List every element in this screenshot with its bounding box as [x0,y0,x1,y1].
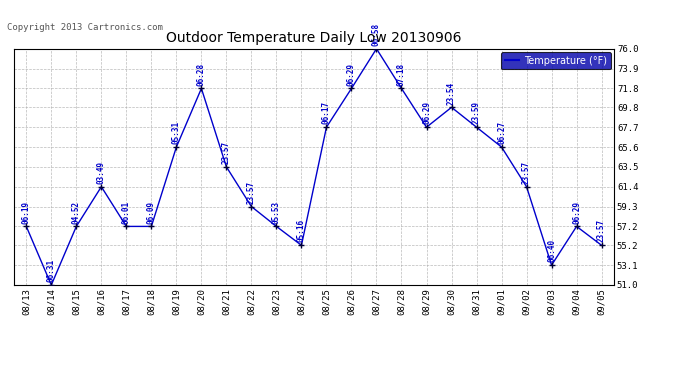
Title: Outdoor Temperature Daily Low 20130906: Outdoor Temperature Daily Low 20130906 [166,31,462,45]
Text: 23:57: 23:57 [222,141,231,164]
Text: 23:59: 23:59 [472,101,481,124]
Text: 06:31: 06:31 [47,259,56,282]
Text: 23:57: 23:57 [247,181,256,204]
Text: 06:27: 06:27 [497,121,506,144]
Text: 06:29: 06:29 [347,63,356,86]
Legend: Temperature (°F): Temperature (°F) [501,52,611,69]
Text: 07:18: 07:18 [397,63,406,86]
Text: 06:19: 06:19 [22,201,31,223]
Text: 06:29: 06:29 [572,201,581,223]
Text: 03:49: 03:49 [97,161,106,184]
Text: 04:52: 04:52 [72,201,81,223]
Text: 06:28: 06:28 [197,63,206,86]
Text: 23:57: 23:57 [522,161,531,184]
Text: 06:29: 06:29 [422,101,431,124]
Text: 05:16: 05:16 [297,219,306,243]
Text: Copyright 2013 Cartronics.com: Copyright 2013 Cartronics.com [7,22,163,32]
Text: 05:53: 05:53 [272,201,281,223]
Text: 05:31: 05:31 [172,121,181,144]
Text: 06:40: 06:40 [547,239,556,262]
Text: 23:57: 23:57 [597,219,606,243]
Text: 06:17: 06:17 [322,101,331,124]
Text: 06:09: 06:09 [147,201,156,223]
Text: 23:54: 23:54 [447,81,456,105]
Text: 06:01: 06:01 [122,201,131,223]
Text: 06:58: 06:58 [372,23,381,46]
